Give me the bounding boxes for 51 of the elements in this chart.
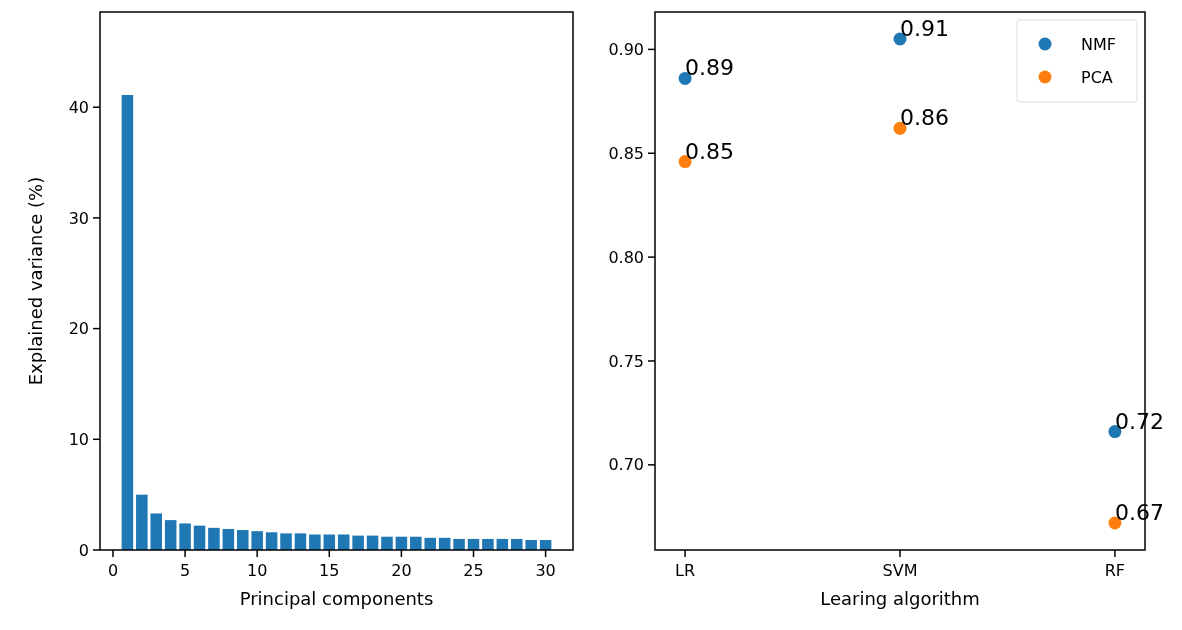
y-tick-label: 0.90	[608, 39, 644, 59]
bar	[525, 540, 537, 550]
x-tick-label: LR	[675, 561, 696, 580]
bar	[179, 523, 191, 550]
bar	[121, 95, 134, 550]
bar	[222, 528, 235, 550]
y-tick-label: 0.75	[608, 351, 644, 371]
x-tick-label: 0	[107, 561, 119, 580]
bar	[237, 530, 249, 550]
x-tick-label: 30	[535, 561, 556, 580]
bar	[294, 533, 307, 550]
bar	[410, 536, 422, 550]
y-tick-label: 40	[68, 97, 89, 117]
x-axis-title: Learing algorithm	[820, 588, 980, 609]
x-tick-label: 25	[463, 561, 484, 580]
bar	[482, 538, 494, 550]
data-label: 0.89	[685, 55, 735, 81]
x-tick-label: 15	[319, 561, 340, 580]
x-tick-label: 20	[391, 561, 412, 580]
x-tick-label: SVM	[882, 561, 918, 580]
y-tick-label: 20	[68, 319, 89, 339]
legend-label: NMF	[1081, 34, 1116, 54]
y-tick-label: 0	[78, 540, 89, 560]
bar	[309, 534, 321, 550]
bar	[251, 531, 263, 550]
x-tick-label: 5	[179, 561, 191, 580]
x-tick-label: RF	[1104, 561, 1126, 580]
bar	[265, 532, 278, 550]
bar	[381, 536, 393, 550]
bar	[193, 525, 206, 550]
bar	[164, 520, 177, 550]
bar	[424, 537, 436, 550]
legend-label: PCA	[1081, 67, 1113, 87]
x-tick-label: 10	[247, 561, 268, 580]
y-tick-label: 10	[68, 429, 89, 449]
y-tick-label: 30	[68, 208, 89, 228]
y-axis-title: Explained variance (%)	[25, 176, 46, 386]
bar	[150, 513, 163, 550]
bar	[453, 538, 465, 550]
y-tick-label: 0.85	[608, 143, 644, 163]
bar	[208, 527, 220, 550]
y-tick-label: 0.70	[608, 455, 644, 475]
data-label: 0.85	[685, 138, 735, 164]
data-label: 0.86	[900, 105, 949, 131]
bar	[136, 494, 148, 550]
bar	[510, 538, 523, 550]
bar	[280, 533, 292, 550]
data-label: 0.91	[900, 16, 949, 41]
x-axis-title: Principal components	[239, 588, 434, 609]
y-tick-label: 0.80	[608, 247, 644, 267]
bar	[352, 535, 364, 550]
